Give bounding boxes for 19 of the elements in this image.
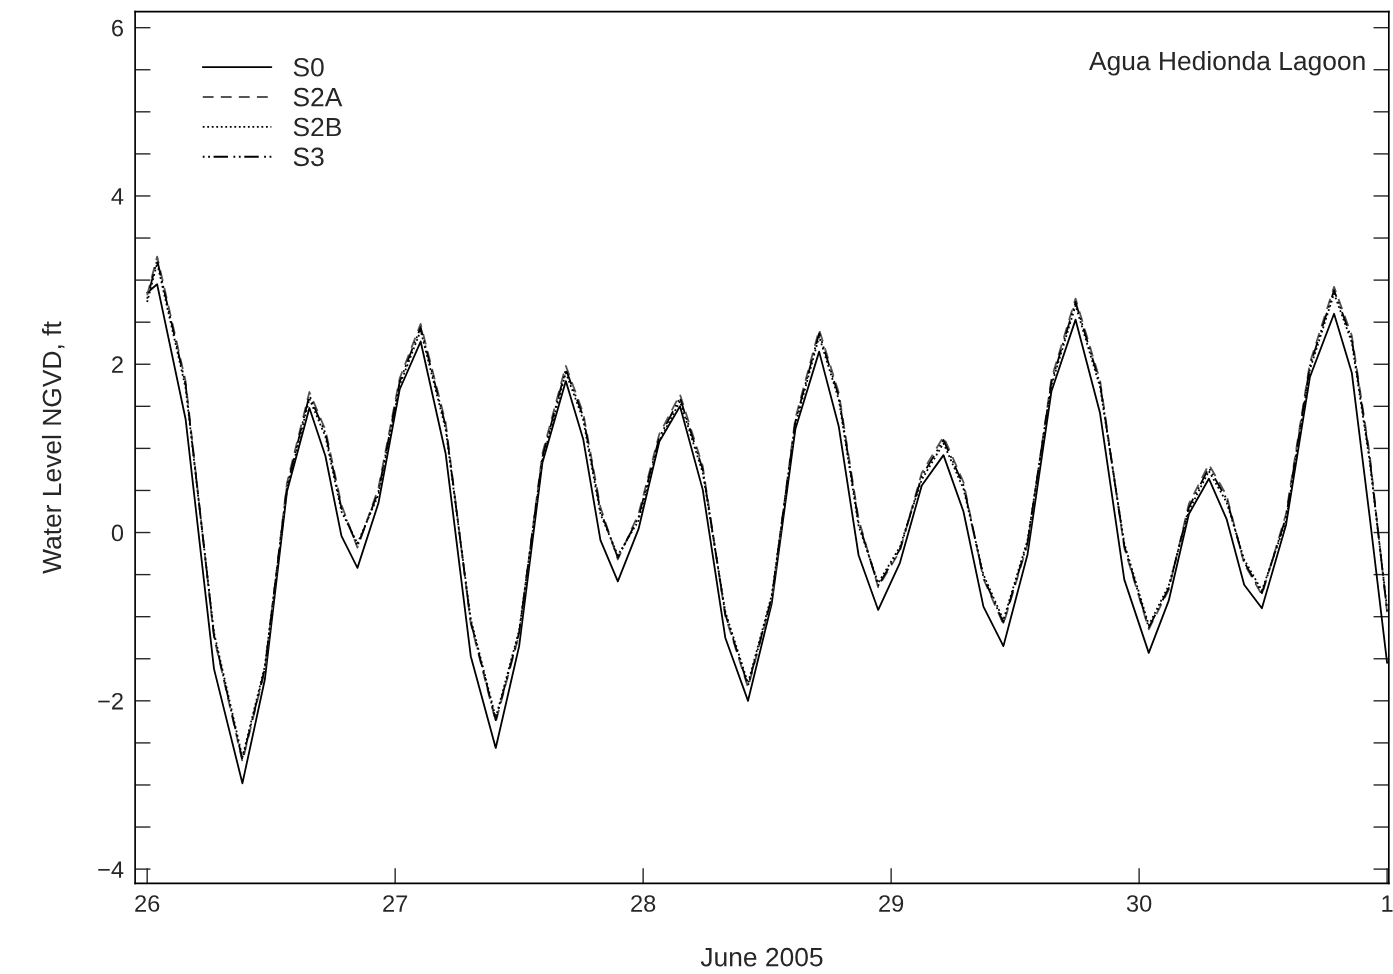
legend-label: S2A — [293, 87, 343, 107]
y-tick-label: 6 — [112, 19, 123, 37]
legend-label: S2B — [293, 117, 341, 137]
legend-label: S0 — [293, 57, 324, 77]
y-tick-label: −4 — [98, 861, 124, 878]
x-axis-title: June 2005 — [700, 947, 823, 967]
x-tick-label: 28 — [631, 895, 656, 912]
y-tick-label: 4 — [111, 188, 124, 205]
y-tick-label: −2 — [98, 692, 123, 710]
y-axis-title: Water Level NGVD, ft — [41, 321, 65, 574]
x-tick-label: 29 — [879, 895, 904, 912]
y-tick-label: 0 — [111, 524, 124, 542]
x-tick-label: 1 — [1382, 895, 1393, 912]
x-tick-label: 27 — [383, 895, 408, 912]
y-tick-label: 2 — [112, 356, 123, 373]
annotation: Agua Hedionda Lagoon — [1089, 50, 1365, 76]
legend-label: S3 — [293, 147, 324, 167]
x-tick-label: 26 — [135, 895, 160, 912]
x-tick-label: 30 — [1126, 895, 1152, 912]
